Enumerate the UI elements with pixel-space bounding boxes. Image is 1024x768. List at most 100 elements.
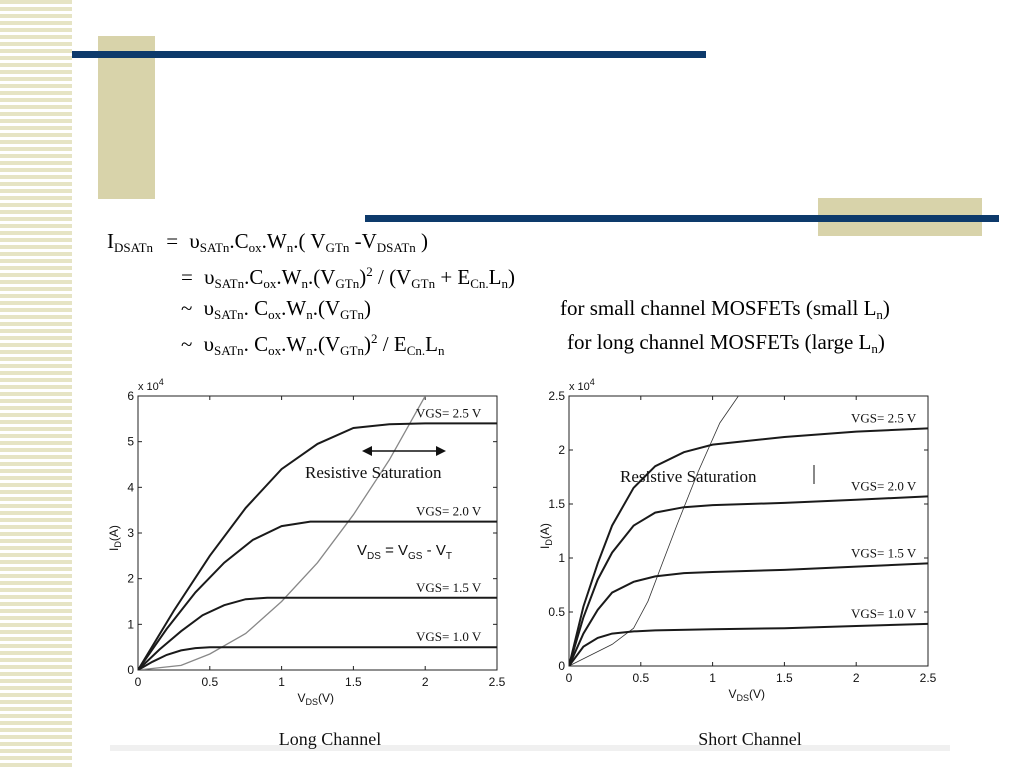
formula-sub: n [301, 276, 308, 291]
formula-text: L [488, 265, 502, 289]
series-label: VGS= 1.0 V [851, 606, 917, 621]
y-tick-label: 4 [127, 480, 134, 494]
y-tick-label: 0 [127, 663, 134, 677]
y-tick-label: 3 [127, 526, 134, 540]
formula-text: υ [204, 265, 215, 289]
formula-sub: Cn. [470, 276, 489, 291]
x-tick-label: 2.5 [920, 671, 937, 685]
x-tick-label: 2 [422, 675, 429, 689]
series-label: VGS= 2.5 V [851, 410, 917, 425]
series-label: VGS= 2.0 V [416, 504, 482, 519]
y-tick-label: 0.5 [548, 605, 565, 619]
x-tick-label: 1 [278, 675, 285, 689]
formula-sub: SATn [199, 240, 230, 255]
region-annotation: Resistive Saturation [620, 467, 757, 486]
formula-text: .( V [293, 229, 326, 253]
formula-line-2: = υSATn.Cox.Wn.(VGTn)2 / (VGTn + ECn.Ln) [181, 265, 515, 290]
formula-text: .W [281, 296, 307, 320]
formula-note-3: for small channel MOSFETs (small Ln) [560, 296, 890, 322]
formula-text: .(V [307, 265, 336, 289]
series-line [138, 520, 497, 670]
y-tick-label: 2.5 [548, 389, 565, 403]
formula-block: IDSATn = υSATn.Cox.Wn.( VGTn -VDSATn ) =… [0, 0, 1024, 370]
formula-sub: SATn [214, 307, 244, 322]
formula-text: ) [882, 296, 890, 320]
y-tick-label: 2 [127, 572, 134, 586]
vds-equation-label: VDS = VGS - VT [357, 542, 452, 562]
accent-bar-top [72, 51, 706, 58]
formula-text: = [166, 229, 179, 253]
formula-text: . C [243, 332, 269, 356]
series-label: VGS= 1.5 V [416, 580, 482, 595]
series-label: VGS= 2.0 V [851, 478, 917, 493]
formula-text: ) [359, 265, 367, 289]
formula-sub: n [306, 307, 313, 322]
y-multiplier-label: x 104 [569, 377, 595, 393]
region-arrow-right-head [436, 446, 446, 456]
y-multiplier-label: x 104 [138, 377, 164, 393]
figure-bottom-shade [110, 745, 950, 751]
formula-text: L [425, 332, 438, 356]
y-tick-label: 1.5 [548, 497, 565, 511]
formula-text: .W [281, 332, 307, 356]
formula-line-4: ~ υSATn. Cox.Wn.(VGTn)2 / ECn.Ln [181, 332, 444, 357]
formula-sub: n [876, 307, 883, 322]
formula-sub: n [306, 343, 313, 358]
x-tick-label: 1 [709, 671, 716, 685]
saturation-boundary-line [138, 396, 426, 670]
formula-text: . C [243, 296, 269, 320]
series-line [138, 596, 497, 670]
formula-sup: 2 [371, 331, 378, 346]
series-line [138, 646, 497, 670]
formula-sub: SATn [214, 276, 245, 291]
formula-text: .(V [312, 296, 341, 320]
accent-block-left [98, 36, 155, 199]
formula-text: ) [364, 332, 372, 356]
series-label: VGS= 2.5 V [416, 405, 482, 420]
y-tick-label: 1 [558, 551, 565, 565]
x-tick-label: 1.5 [776, 671, 793, 685]
formula-text: ~ [181, 332, 193, 356]
formula-note-4: for long channel MOSFETs (large Ln) [567, 330, 885, 356]
formula-sup: 2 [366, 264, 373, 279]
formula-text: .W [276, 265, 302, 289]
formula-sub: GTn [411, 276, 436, 291]
saturation-boundary-line [569, 396, 739, 666]
formula-text: .C [244, 265, 264, 289]
y-tick-label: 6 [127, 389, 134, 403]
formula-sub: n [871, 341, 878, 356]
y-tick-label: 0 [558, 659, 565, 673]
formula-text: / (V [372, 265, 412, 289]
accent-bar-middle [365, 215, 999, 222]
formula-sub: Cn. [406, 343, 426, 358]
formula-text: ) [508, 265, 515, 289]
formula-text: ) [877, 330, 885, 354]
series-label: VGS= 1.0 V [416, 629, 482, 644]
formula-text: .C [229, 229, 249, 253]
y-tick-label: 1 [127, 617, 134, 631]
formula-text: I [107, 229, 114, 253]
formula-text: for small channel MOSFETs (small L [560, 296, 877, 320]
formula-sub: ox [248, 240, 262, 255]
x-tick-label: 0.5 [632, 671, 649, 685]
y-axis-label: ID(A) [538, 523, 554, 549]
formula-sub: GTn [335, 276, 360, 291]
formula-sub: DSATn [114, 240, 154, 255]
formula-text: ~ [181, 296, 193, 320]
formula-text: υ [203, 296, 215, 320]
x-tick-label: 0 [135, 675, 142, 689]
x-axis-label: VDS(V) [298, 691, 335, 707]
x-tick-label: 0.5 [201, 675, 218, 689]
formula-sub: n [501, 276, 509, 291]
x-tick-label: 2 [853, 671, 860, 685]
formula-line-3: ~ υSATn. Cox.Wn.(VGTn) [181, 296, 371, 322]
x-axis-label: VDS(V) [729, 687, 766, 703]
formula-sub: n [286, 240, 294, 255]
formula-line-1: IDSATn = υSATn.Cox.Wn.( VGTn -VDSATn ) [107, 229, 428, 255]
formula-text: + E [435, 265, 471, 289]
decorative-stripes [0, 0, 72, 768]
x-tick-label: 0 [566, 671, 573, 685]
formula-sub: n [437, 343, 445, 358]
plot-frame [568, 395, 929, 667]
